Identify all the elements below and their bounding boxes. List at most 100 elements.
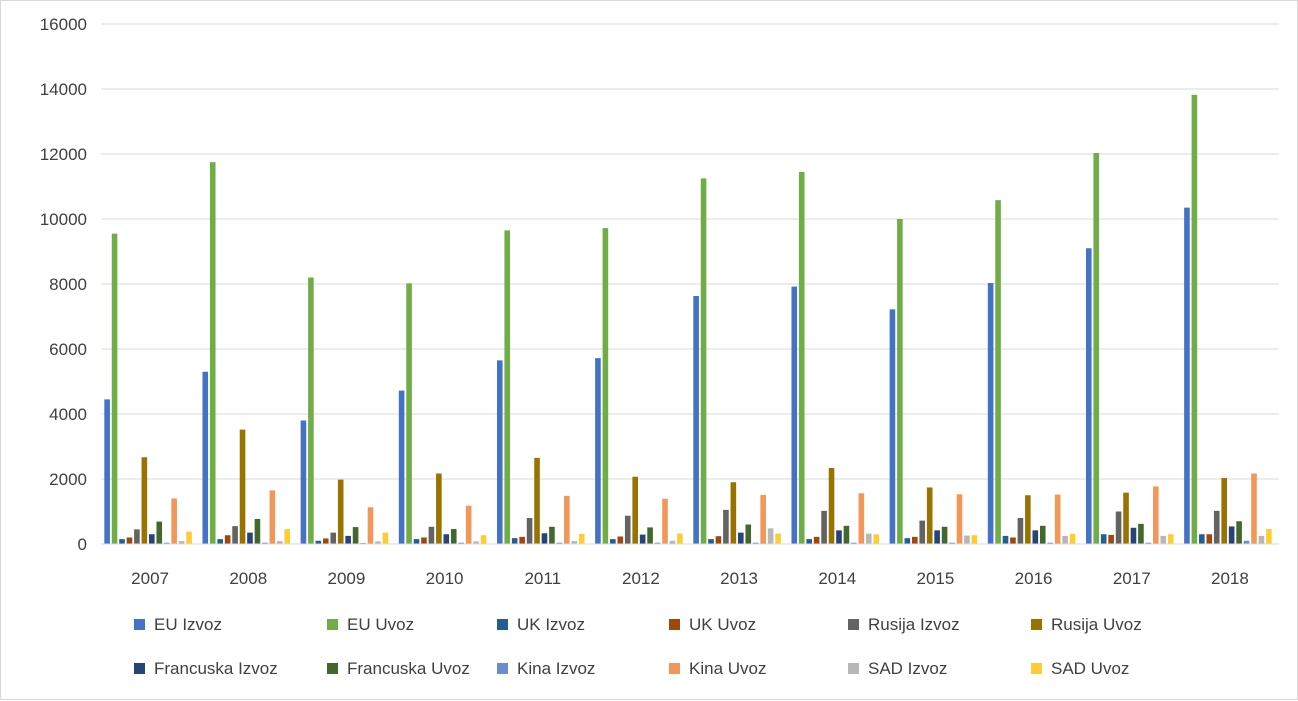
bar <box>723 509 729 545</box>
bar <box>760 494 766 544</box>
bar <box>163 542 170 544</box>
bar <box>767 528 774 544</box>
legend-swatch <box>669 663 680 674</box>
bar <box>1167 534 1174 544</box>
bar <box>1213 510 1220 544</box>
bar <box>1039 525 1046 544</box>
bar <box>964 535 970 544</box>
gridlines <box>101 23 1279 480</box>
x-tick-label: 2016 <box>1015 569 1053 588</box>
bar <box>889 309 896 544</box>
bar <box>791 286 798 544</box>
x-tick-label: 2014 <box>818 569 856 588</box>
bar <box>308 277 314 544</box>
bars <box>104 94 1272 545</box>
legend-swatch <box>497 663 508 674</box>
bar <box>873 534 880 544</box>
bar <box>654 542 661 544</box>
bar <box>375 541 381 544</box>
legend-swatch <box>848 619 859 630</box>
bar <box>1062 535 1068 545</box>
bar <box>851 542 857 544</box>
y-tick-label: 8000 <box>49 275 87 294</box>
bar <box>1069 533 1076 544</box>
bar <box>141 457 148 544</box>
legend-label: Rusija Izvoz <box>868 615 960 634</box>
bar <box>1130 527 1137 544</box>
bar <box>639 534 646 544</box>
legend-swatch <box>1031 619 1042 630</box>
legend: EU Izvoz EU Uvoz UK Izvoz UK Uvoz Rusija Izv… <box>134 615 1142 678</box>
bar <box>224 535 231 544</box>
bar <box>971 535 978 544</box>
bar <box>406 283 412 544</box>
bar <box>511 538 518 544</box>
bar <box>708 539 714 545</box>
bar <box>186 531 192 544</box>
bar <box>421 537 427 544</box>
bar <box>541 533 548 544</box>
bar <box>677 533 683 544</box>
legend-swatch <box>1031 663 1042 674</box>
bar <box>300 420 307 544</box>
y-tick-label: 6000 <box>49 340 87 359</box>
bar <box>949 542 955 544</box>
bar <box>738 532 744 545</box>
legend-label: Kina Uvoz <box>689 659 766 678</box>
bar <box>504 230 511 545</box>
bar <box>119 539 125 545</box>
legend-label: SAD Izvoz <box>868 659 947 678</box>
bar <box>821 510 827 544</box>
x-tick-label: 2012 <box>622 569 660 588</box>
legend-swatch <box>134 619 145 630</box>
y-tick-label: 12000 <box>40 145 87 164</box>
legend-label: Rusija Uvoz <box>1051 615 1142 634</box>
bar <box>1243 540 1250 544</box>
bar <box>806 539 812 545</box>
bar <box>556 542 563 544</box>
y-tick-label: 4000 <box>49 405 87 424</box>
bar <box>1191 94 1198 544</box>
x-tick-label: 2017 <box>1113 569 1151 588</box>
bar <box>209 162 216 545</box>
bar <box>919 520 926 544</box>
bar <box>752 542 759 544</box>
bar <box>254 518 261 544</box>
legend-label: Kina Izvoz <box>517 659 595 678</box>
bar <box>669 540 676 544</box>
bar <box>1258 535 1265 545</box>
bar <box>662 498 668 544</box>
bar <box>571 541 578 544</box>
x-tick-label: 2008 <box>229 569 267 588</box>
bar <box>745 524 752 544</box>
bar <box>828 467 835 544</box>
bar <box>1145 542 1152 544</box>
bar <box>1206 534 1213 544</box>
bar <box>693 296 699 544</box>
bar <box>1093 153 1100 544</box>
bar <box>111 233 118 545</box>
bar <box>624 515 631 544</box>
x-tick-label: 2018 <box>1211 569 1249 588</box>
bar <box>1251 473 1257 544</box>
bar <box>617 536 624 544</box>
bar <box>1002 535 1009 545</box>
bar <box>322 538 329 544</box>
bar <box>1054 494 1061 544</box>
bar <box>337 479 344 544</box>
bar <box>987 283 994 544</box>
bar <box>1236 521 1242 544</box>
bar <box>465 505 472 544</box>
bar <box>1266 529 1272 544</box>
bar <box>367 507 374 544</box>
bar <box>473 541 479 544</box>
y-tick-label: 2000 <box>49 470 87 489</box>
bar <box>149 534 155 544</box>
x-tick-label: 2010 <box>426 569 464 588</box>
bar <box>284 529 291 544</box>
bar <box>345 535 351 545</box>
bar <box>897 219 903 544</box>
bar <box>413 539 420 545</box>
